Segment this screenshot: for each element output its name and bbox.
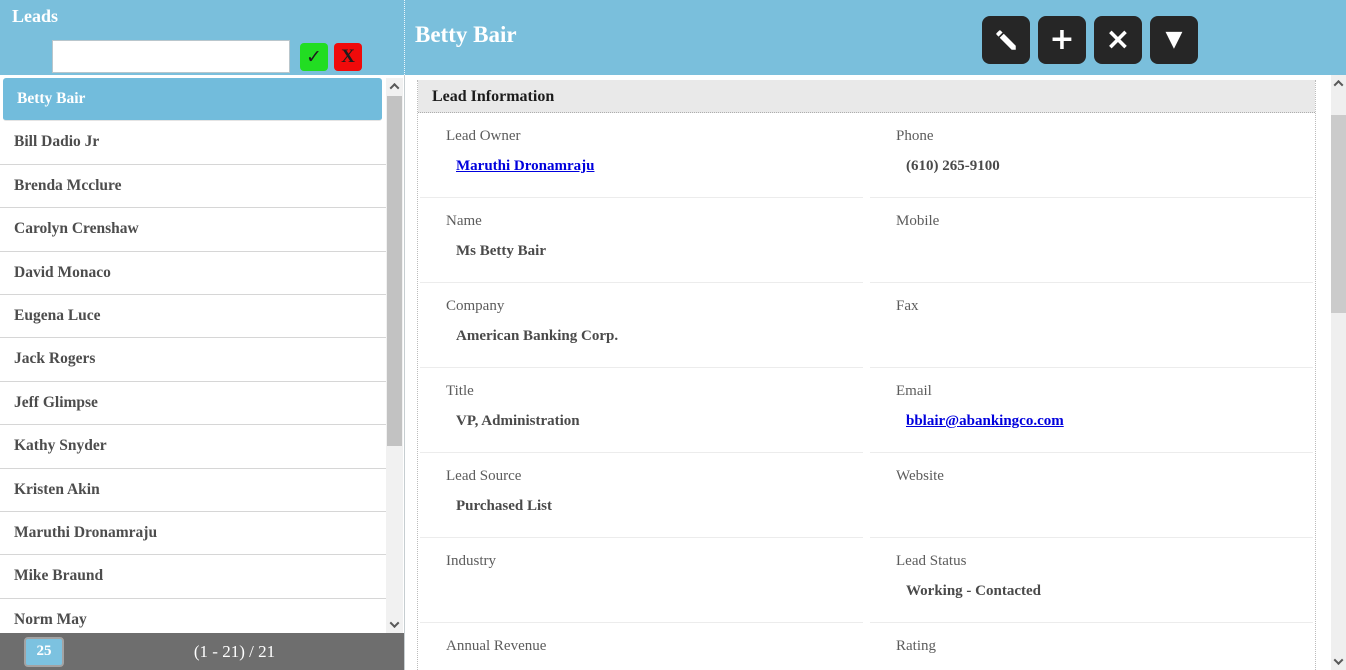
field-email: Email bblair@abankingco.com: [870, 368, 1313, 453]
lead-list-item[interactable]: David Monaco: [0, 251, 386, 295]
lead-list-item[interactable]: Kathy Snyder: [0, 425, 386, 469]
field-label: Website: [896, 468, 944, 484]
detail-scrollbar-thumb[interactable]: [1331, 115, 1346, 313]
lead-list-item[interactable]: Kristen Akin: [0, 468, 386, 512]
leads-search-input[interactable]: [52, 40, 290, 73]
field-rating: Rating: [870, 623, 1313, 670]
field-value[interactable]: bblair@abankingco.com: [906, 413, 1064, 429]
panel-divider: [404, 75, 405, 670]
delete-button[interactable]: ×: [1094, 16, 1142, 64]
lead-list-item[interactable]: Maruthi Dronamraju: [0, 511, 386, 556]
field-value: American Banking Corp.: [456, 328, 619, 344]
section-title: Lead Information: [418, 80, 1315, 113]
detail-toolbar: + × ▼: [982, 16, 1198, 64]
check-icon: ✓: [306, 45, 322, 68]
lead-list-item[interactable]: Carolyn Crenshaw: [0, 208, 386, 252]
chevron-down-icon: [389, 618, 400, 629]
field-label: Lead Owner: [446, 128, 521, 144]
field-mobile: Mobile: [870, 198, 1313, 283]
lead-list-item[interactable]: Mike Braund: [0, 555, 386, 599]
search-cancel-button[interactable]: X: [334, 42, 362, 71]
lead-list-item[interactable]: Eugena Luce: [0, 294, 386, 339]
field-label: Email: [896, 383, 932, 399]
scroll-up-arrow-icon[interactable]: [386, 78, 403, 95]
field-lead-status: Lead Status Working - Contacted: [870, 538, 1313, 623]
leads-panel: Leads ✓ X Betty Bair Bill Dadio Jr Brenda …: [0, 0, 405, 670]
lead-list-item[interactable]: Norm May: [0, 598, 386, 633]
field-label: Mobile: [896, 213, 940, 229]
detail-scrollbar[interactable]: [1331, 75, 1346, 670]
field-lead-source: Lead Source Purchased List: [420, 453, 863, 538]
field-lead-owner: Lead Owner Maruthi Dronamraju: [420, 113, 863, 198]
leads-search-row: ✓ X: [52, 40, 362, 73]
detail-header: Betty Bair + × ▼: [405, 0, 1346, 75]
field-label: Name: [446, 213, 482, 229]
lead-list-item[interactable]: Jeff Glimpse: [0, 381, 386, 426]
leads-list-scrollbar[interactable]: [386, 78, 403, 633]
x-icon: X: [341, 45, 355, 67]
field-label: Title: [446, 383, 474, 399]
chevron-down-icon: [1333, 655, 1344, 666]
leads-header: Leads ✓ X: [0, 0, 405, 75]
field-label: Rating: [896, 638, 936, 654]
page-size-button[interactable]: 25: [24, 636, 64, 667]
field-website: Website: [870, 453, 1313, 538]
field-company: Company American Banking Corp.: [420, 283, 863, 368]
field-value: VP, Administration: [456, 413, 580, 429]
field-value: Working - Contacted: [906, 583, 1041, 599]
field-label: Annual Revenue: [446, 638, 547, 654]
detail-scroll-down-arrow-icon[interactable]: [1331, 653, 1346, 670]
field-label: Phone: [896, 128, 934, 144]
pencil-icon: [996, 30, 1016, 50]
field-name: Name Ms Betty Bair: [420, 198, 863, 283]
scroll-down-arrow-icon[interactable]: [386, 616, 403, 633]
lead-list-item[interactable]: Jack Rogers: [0, 338, 386, 382]
leads-panel-title: Leads: [12, 6, 59, 26]
field-label: Fax: [896, 298, 919, 314]
lead-information-section: Lead Information Lead Owner Maruthi Drona…: [417, 80, 1316, 670]
chevron-up-icon: [389, 82, 400, 93]
field-annual-revenue: Annual Revenue: [420, 623, 863, 670]
lead-detail-panel: Betty Bair + × ▼ Lead Information Lead O…: [405, 0, 1346, 670]
field-title: Title VP, Administration: [420, 368, 863, 453]
lead-list-item[interactable]: Bill Dadio Jr: [0, 121, 386, 165]
dropdown-triangle-icon: ▼: [1165, 27, 1183, 52]
leads-list: Betty Bair Bill Dadio Jr Brenda Mcclure Car…: [0, 78, 386, 633]
pagination-range-text: (1 - 21) / 21: [193, 641, 276, 661]
add-button[interactable]: +: [1038, 16, 1086, 64]
field-value: Ms Betty Bair: [456, 243, 546, 259]
search-confirm-button[interactable]: ✓: [300, 42, 328, 71]
lead-list-item[interactable]: Betty Bair: [3, 78, 382, 122]
detail-scroll-up-arrow-icon[interactable]: [1331, 75, 1346, 92]
lead-list-item[interactable]: Brenda Mcclure: [0, 164, 386, 209]
detail-title: Betty Bair: [415, 22, 517, 47]
fields-grid: Lead Owner Maruthi Dronamraju Phone (610) 2…: [418, 113, 1315, 670]
detail-body: Lead Information Lead Owner Maruthi Drona…: [405, 75, 1331, 670]
more-actions-button[interactable]: ▼: [1150, 16, 1198, 64]
close-icon: ×: [1105, 22, 1131, 57]
field-value: Purchased List: [456, 498, 552, 514]
field-phone: Phone (610) 265-9100: [870, 113, 1313, 198]
field-value: (610) 265-9100: [906, 158, 1000, 174]
field-label: Lead Status: [896, 553, 967, 569]
field-value[interactable]: Maruthi Dronamraju: [456, 158, 595, 174]
edit-button[interactable]: [982, 16, 1030, 64]
field-industry: Industry: [420, 538, 863, 623]
field-label: Company: [446, 298, 505, 314]
chevron-up-icon: [1333, 79, 1344, 90]
field-fax: Fax: [870, 283, 1313, 368]
field-label: Industry: [446, 553, 496, 569]
field-label: Lead Source: [446, 468, 522, 484]
panel-divider-header: [404, 0, 405, 75]
plus-icon: +: [1049, 22, 1075, 57]
leads-footer: 25 (1 - 21) / 21: [0, 633, 405, 670]
leads-scrollbar-thumb[interactable]: [387, 96, 402, 446]
